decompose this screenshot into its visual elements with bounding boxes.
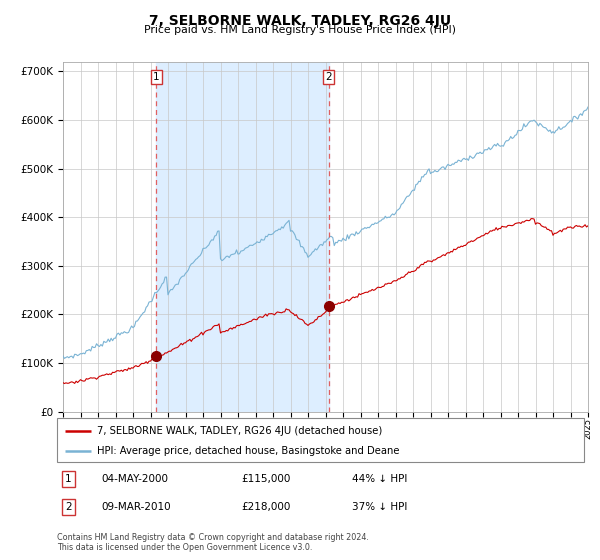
Text: Contains HM Land Registry data © Crown copyright and database right 2024.: Contains HM Land Registry data © Crown c… [57, 533, 369, 542]
FancyBboxPatch shape [57, 418, 584, 462]
Text: 7, SELBORNE WALK, TADLEY, RG26 4JU: 7, SELBORNE WALK, TADLEY, RG26 4JU [149, 14, 451, 28]
Text: 44% ↓ HPI: 44% ↓ HPI [352, 474, 407, 484]
Text: £218,000: £218,000 [241, 502, 291, 512]
Text: HPI: Average price, detached house, Basingstoke and Deane: HPI: Average price, detached house, Basi… [97, 446, 399, 456]
Text: 2: 2 [325, 72, 332, 82]
Text: 09-MAR-2010: 09-MAR-2010 [102, 502, 172, 512]
Text: Price paid vs. HM Land Registry's House Price Index (HPI): Price paid vs. HM Land Registry's House … [144, 25, 456, 35]
Text: This data is licensed under the Open Government Licence v3.0.: This data is licensed under the Open Gov… [57, 543, 313, 552]
Text: 7, SELBORNE WALK, TADLEY, RG26 4JU (detached house): 7, SELBORNE WALK, TADLEY, RG26 4JU (deta… [97, 426, 382, 436]
Text: 37% ↓ HPI: 37% ↓ HPI [352, 502, 407, 512]
Text: £115,000: £115,000 [241, 474, 291, 484]
Text: 04-MAY-2000: 04-MAY-2000 [102, 474, 169, 484]
Text: 1: 1 [153, 72, 160, 82]
Text: 1: 1 [65, 474, 72, 484]
Text: 2: 2 [65, 502, 72, 512]
Bar [157, 62, 329, 412]
